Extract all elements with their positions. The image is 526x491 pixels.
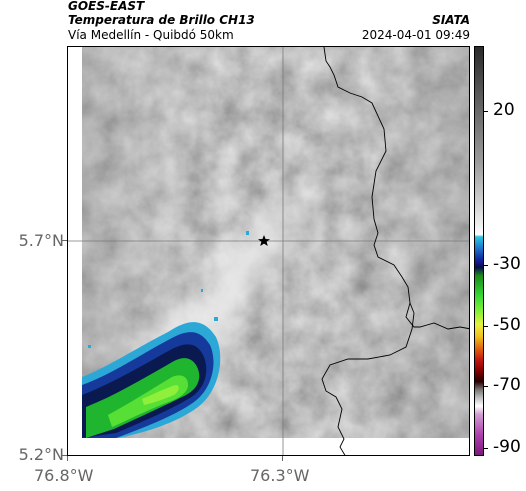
colorbar-tick [484,111,488,112]
colorbar [474,46,484,456]
colorbar-label: -30 [493,254,521,274]
colorbar-label: -70 [493,375,521,395]
star-icon [258,235,270,246]
lat-label: 5.7°N [18,231,64,250]
product-title: Temperatura de Brillo CH13 [68,13,255,27]
lat-tick [62,240,67,241]
storm-cell [82,322,221,438]
lon-label: 76.8°W [34,466,94,485]
colorbar-label: -90 [493,437,521,457]
lat-label: 5.2°N [18,445,64,464]
lon-tick [282,456,283,461]
colorbar-tick [484,326,488,327]
lon-tick [67,456,68,461]
satellite-name: GOES-EAST [68,0,145,13]
colorbar-tick [484,386,488,387]
map-image [68,47,469,455]
colorbar-label: -50 [493,315,521,335]
department-boundary [323,47,469,330]
source-label: SIATA [432,13,470,27]
lon-label: 76.3°W [250,466,310,485]
lat-tick [62,455,67,456]
map-panel [67,46,470,456]
region-subtitle: Vía Medellín - Quibdó 50km [68,28,234,42]
colorbar-tick [484,448,488,449]
department-boundary [321,302,415,455]
colorbar-tick [484,265,488,266]
colorbar-label: 20 [493,100,515,120]
datetime-label: 2024-04-01 09:49 [361,28,470,42]
